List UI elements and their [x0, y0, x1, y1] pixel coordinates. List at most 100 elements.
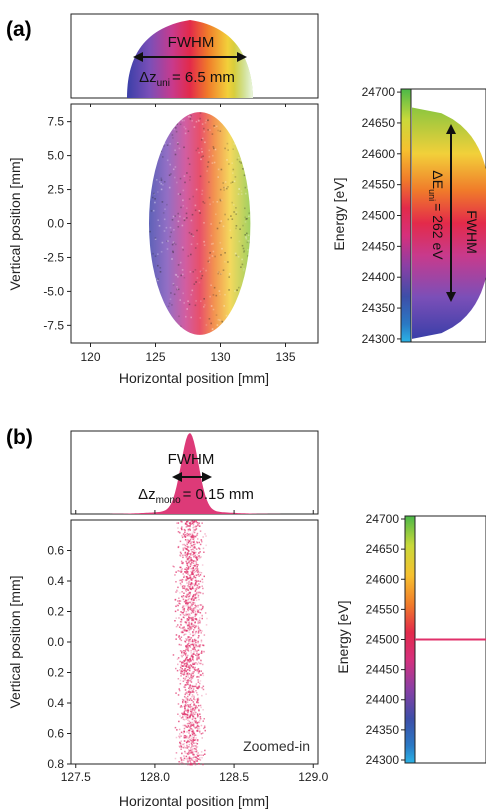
speckle-dot — [235, 213, 237, 215]
speckle-dot — [187, 596, 190, 598]
speckle-dot — [187, 571, 189, 573]
speckle-dot — [187, 577, 189, 579]
speckle-dot — [193, 545, 195, 548]
speckle-dot — [193, 618, 195, 620]
speckle-dot — [162, 156, 164, 158]
speckle-dot — [194, 626, 196, 629]
speckle-dot — [227, 218, 230, 221]
speckle-dot — [198, 556, 201, 558]
speckle-dot — [217, 168, 220, 171]
speckle-dot — [187, 637, 189, 640]
speckle-dot — [180, 664, 183, 666]
speckle-dot — [193, 685, 195, 688]
speckle-dot — [181, 578, 183, 581]
speckle-dot — [185, 741, 188, 744]
speckle-dot — [191, 545, 194, 547]
speckle-dot — [194, 597, 197, 600]
speckle-dot — [174, 166, 177, 168]
speckle-dot — [184, 605, 186, 607]
speckle-dot — [189, 626, 191, 629]
speckle-dot — [247, 255, 249, 257]
speckle-dot — [183, 528, 186, 531]
y-tick-label: 0.6 — [47, 727, 64, 741]
speckle-dot — [197, 580, 199, 582]
speckle-dot — [187, 605, 189, 608]
speckle-dot — [204, 121, 207, 124]
speckle-dot — [157, 219, 159, 221]
speckle-dot — [182, 732, 185, 735]
x-tick-label: 135 — [275, 350, 295, 364]
speckle-dot — [190, 681, 193, 683]
energy-tick-label: 24400 — [362, 270, 396, 284]
speckle-dot — [237, 193, 240, 195]
speckle-dot — [195, 711, 197, 714]
speckle-dot — [224, 181, 227, 183]
y-tick-label: 0.6 — [47, 544, 64, 558]
speckle-dot — [183, 659, 185, 662]
energy-ticks: 2470024650246002455024500244502440024350… — [366, 512, 405, 767]
speckle-dot — [192, 599, 195, 602]
speckle-dot — [175, 667, 177, 670]
speckle-dot — [185, 633, 187, 635]
speckle-dot — [196, 569, 198, 572]
speckle-dot — [186, 542, 188, 544]
speckle-dot — [190, 738, 193, 740]
speckle-dot — [187, 534, 190, 536]
speckle-dot — [191, 536, 193, 539]
speckle-dot — [199, 112, 202, 114]
speckle-dot — [215, 314, 218, 316]
speckle-dot — [182, 613, 185, 616]
speckle-dot — [181, 712, 183, 715]
speckle-dot — [194, 529, 196, 532]
speckle-dot — [187, 538, 189, 541]
speckle-dot — [192, 656, 194, 659]
speckle-dot — [174, 153, 177, 156]
speckle-dot — [183, 652, 186, 654]
speckle-dot — [190, 549, 193, 551]
speckle-dot — [183, 712, 185, 714]
speckle-dot — [193, 552, 195, 554]
speckle-dot — [193, 571, 196, 574]
speckle-dot — [192, 762, 195, 764]
speckle-dot — [199, 716, 202, 718]
energy-tick-label: 24500 — [362, 209, 396, 223]
speckle-dot — [189, 115, 192, 118]
speckle-dot — [186, 595, 188, 597]
speckle-dot — [180, 570, 183, 573]
speckle-dot — [195, 281, 197, 283]
speckle-dot — [185, 599, 187, 601]
speckle-dot — [193, 526, 195, 528]
speckle-dot — [235, 254, 238, 257]
speckle-dot — [160, 251, 163, 253]
speckle-dot — [187, 573, 189, 575]
speckle-dot — [183, 126, 186, 128]
speckle-dot — [205, 269, 207, 272]
speckle-dot — [182, 677, 185, 680]
speckle-dot — [160, 182, 162, 185]
speckle-dot — [195, 748, 197, 750]
speckle-dot — [182, 665, 185, 667]
speckle-dot — [192, 616, 194, 619]
speckle-dot — [185, 662, 187, 665]
speckle-dot — [196, 592, 198, 594]
speckle-dot — [187, 558, 189, 561]
speckle-dot — [191, 677, 193, 680]
speckle-dot — [191, 696, 193, 698]
y-tick-label: 0.2 — [47, 605, 64, 619]
speckle-dot — [192, 554, 194, 556]
speckle-dot — [172, 137, 174, 139]
speckle-dot — [183, 712, 185, 715]
speckle-dot — [193, 531, 195, 534]
speckle-dot — [189, 706, 191, 708]
speckle-dot — [194, 521, 196, 523]
speckle-dot — [176, 729, 178, 731]
speckle-dot — [198, 555, 200, 557]
speckle-dot — [187, 711, 189, 713]
speckle-dot — [170, 173, 172, 175]
speckle-dot — [184, 600, 187, 603]
speckle-dot — [199, 719, 201, 722]
speckle-dot — [217, 271, 220, 273]
speckle-dot — [197, 728, 199, 730]
speckle-dot — [204, 612, 207, 614]
speckle-dot — [186, 643, 189, 646]
